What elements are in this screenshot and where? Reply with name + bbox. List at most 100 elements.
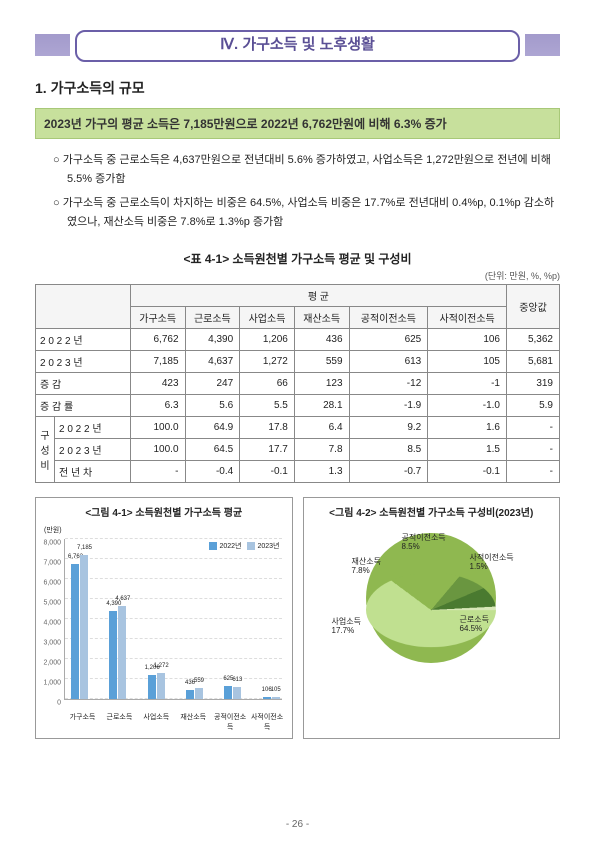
bar: 7,185 <box>80 555 88 699</box>
table-cell: 17.8 <box>240 416 295 438</box>
table-cell: -1 <box>428 372 507 394</box>
header-deco-right <box>525 34 560 56</box>
table-row: 구성비2 0 2 2 년100.064.917.86.49.21.6- <box>36 416 560 438</box>
pie-chart-area: 근로소득64.5%사업소득17.7%재산소득7.8%공적이전소득8.5%사적이전… <box>310 525 554 695</box>
pie-label: 공적이전소득8.5% <box>402 533 446 552</box>
income-table: 평 균 중앙값 가구소득근로소득사업소득재산소득공적이전소득사적이전소득 2 0… <box>35 284 560 483</box>
bar: 6,762 <box>71 564 79 699</box>
bar: 436 <box>186 690 194 699</box>
table-cell: 100.0 <box>130 416 185 438</box>
table-cell: 5.5 <box>240 394 295 416</box>
x-label: 가구소득 <box>64 712 101 732</box>
table-cell: 559 <box>294 350 349 372</box>
table-cell: -12 <box>349 372 428 394</box>
table-cell: 247 <box>185 372 240 394</box>
table-cell: 5.6 <box>185 394 240 416</box>
table-cell: 1,272 <box>240 350 295 372</box>
x-label: 공적이전소득 <box>212 712 249 732</box>
table-cell: 319 <box>507 372 560 394</box>
bar: 4,390 <box>109 611 117 699</box>
table-cell: 1.5 <box>428 438 507 460</box>
table-cell: 1.3 <box>294 460 349 482</box>
table-row: 증 감42324766123-12-1319 <box>36 372 560 394</box>
bar-chart-panel: <그림 4-1> 소득원천별 가구소득 평균 (만원) 2022년2023년 0… <box>35 497 293 739</box>
legend-item: 2022년 <box>209 541 241 551</box>
table-cell: 436 <box>294 328 349 350</box>
table-cell: 8.5 <box>349 438 428 460</box>
table-cell: 7.8 <box>294 438 349 460</box>
pie-chart <box>366 572 496 647</box>
table-cell: - <box>507 416 560 438</box>
table-cell: -1.0 <box>428 394 507 416</box>
table-cell: -0.4 <box>185 460 240 482</box>
x-label: 사업소득 <box>138 712 175 732</box>
pie-label: 근로소득64.5% <box>460 615 489 634</box>
bar: 1,206 <box>148 675 156 699</box>
legend-item: 2023년 <box>247 541 279 551</box>
table-row: 2 0 2 3 년7,1854,6371,2725596131055,681 <box>36 350 560 372</box>
table-cell: -0.1 <box>240 460 295 482</box>
chart-row: <그림 4-1> 소득원천별 가구소득 평균 (만원) 2022년2023년 0… <box>35 497 560 739</box>
table-column: 사적이전소득 <box>428 306 507 328</box>
bar: 4,637 <box>118 606 126 699</box>
bar: 106 <box>263 697 271 699</box>
highlight-box: 2023년 가구의 평균 소득은 7,185만원으로 2022년 6,762만원… <box>35 108 560 139</box>
bar-x-labels: 가구소득근로소득사업소득재산소득공적이전소득사적이전소득 <box>64 712 286 732</box>
page-number: - 26 - <box>0 819 595 830</box>
x-label: 사적이전소득 <box>249 712 286 732</box>
table-cell: 6,762 <box>130 328 185 350</box>
table-cell: 9.2 <box>349 416 428 438</box>
header-deco-left <box>35 34 70 56</box>
table-cell: -0.1 <box>428 460 507 482</box>
page-title: Ⅳ. 가구소득 및 노후생활 <box>75 30 520 62</box>
table-cell: 17.7 <box>240 438 295 460</box>
table-cell: -1.9 <box>349 394 428 416</box>
table-row: 2 0 2 2 년6,7624,3901,2064366251065,362 <box>36 328 560 350</box>
table-cell: 100.0 <box>130 438 185 460</box>
bar: 559 <box>195 688 203 699</box>
row-label: 증 감 률 <box>36 394 131 416</box>
group-label: 구성비 <box>36 416 55 482</box>
table-column: 사업소득 <box>240 306 295 328</box>
table-cell: 1.6 <box>428 416 507 438</box>
x-label: 재산소득 <box>175 712 212 732</box>
table-cell: - <box>507 460 560 482</box>
pie-label: 재산소득7.8% <box>352 557 381 576</box>
table-cell: 28.1 <box>294 394 349 416</box>
table-cell: - <box>507 438 560 460</box>
table-row: 증 감 률6.35.65.528.1-1.9-1.05.9 <box>36 394 560 416</box>
row-label: 증 감 <box>36 372 131 394</box>
th-avg: 평 균 <box>130 284 506 306</box>
table-column: 재산소득 <box>294 306 349 328</box>
bar: 625 <box>224 686 232 699</box>
table-cell: 5,362 <box>507 328 560 350</box>
bar-legend: 2022년 2023년 <box>209 541 279 551</box>
table-cell: 625 <box>349 328 428 350</box>
header: Ⅳ. 가구소득 및 노후생활 <box>35 30 560 60</box>
table-cell: 5.9 <box>507 394 560 416</box>
table-cell: 6.4 <box>294 416 349 438</box>
bullet-item: 가구소득 중 근로소득이 차지하는 비중은 64.5%, 사업소득 비중은 17… <box>53 194 560 231</box>
bar: 613 <box>233 687 241 699</box>
table-cell: 5,681 <box>507 350 560 372</box>
row-label: 2 0 2 2 년 <box>36 328 131 350</box>
y-axis-label: (만원) <box>44 525 286 535</box>
bullet-list: 가구소득 중 근로소득은 4,637만원으로 전년대비 5.6% 증가하였고, … <box>35 151 560 232</box>
bar-chart-title: <그림 4-1> 소득원천별 가구소득 평균 <box>42 504 286 519</box>
bar: 105 <box>272 697 280 699</box>
table-caption: <표 4-1> 소득원천별 가구소득 평균 및 구성비 <box>35 250 560 267</box>
table-cell: 7,185 <box>130 350 185 372</box>
table-cell: 123 <box>294 372 349 394</box>
pie-label: 사업소득17.7% <box>332 617 361 636</box>
table-column: 공적이전소득 <box>349 306 428 328</box>
table-cell: 613 <box>349 350 428 372</box>
table-cell: 1,206 <box>240 328 295 350</box>
table-cell: 64.9 <box>185 416 240 438</box>
section-heading: 1. 가구소득의 규모 <box>35 78 560 98</box>
x-label: 근로소득 <box>101 712 138 732</box>
table-cell: 4,637 <box>185 350 240 372</box>
table-cell: 6.3 <box>130 394 185 416</box>
table-unit: (단위: 만원, %, %p) <box>35 269 560 282</box>
table-row: 2 0 2 3 년100.064.517.77.88.51.5- <box>36 438 560 460</box>
table-cell: 64.5 <box>185 438 240 460</box>
